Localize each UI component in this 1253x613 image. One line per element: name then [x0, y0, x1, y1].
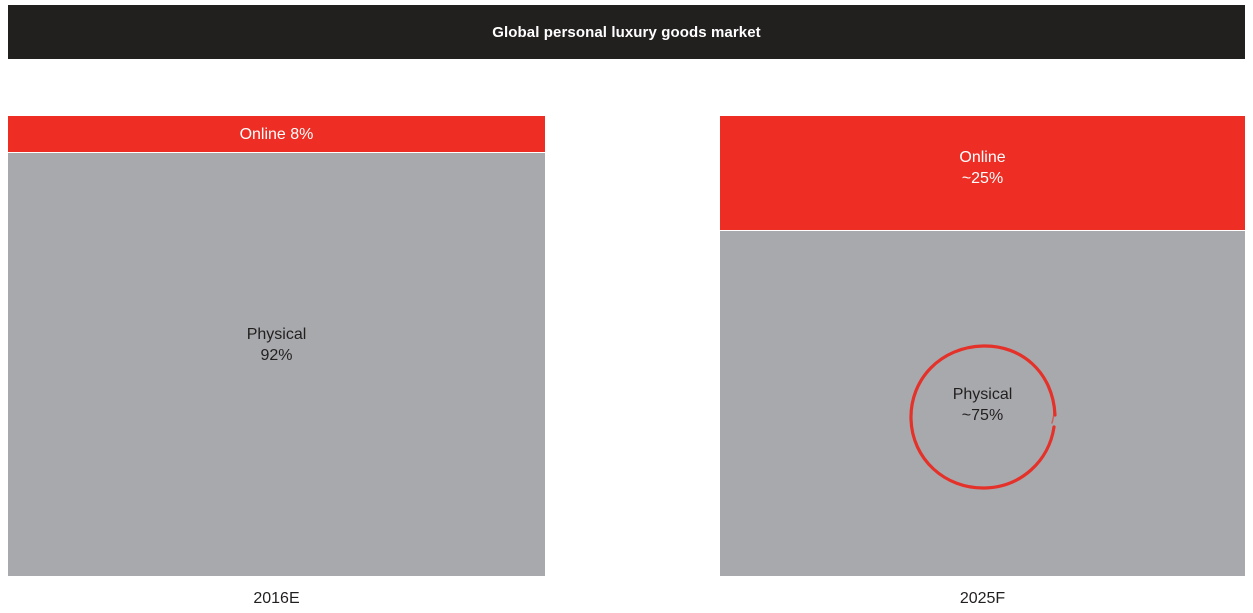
chart-title-bar: Global personal luxury goods market	[8, 5, 1245, 59]
bar-2016e-online-segment: Online 8%	[8, 116, 545, 153]
bar-2025f-physical-segment: Physical ~75%	[720, 231, 1245, 576]
bar-2025f-physical-name: Physical	[952, 385, 1013, 403]
bar-2025f-physical-value: ~75%	[961, 406, 1004, 424]
bar-2025f-online-name: Online	[959, 149, 1006, 166]
bar-2016e-online-label: Online 8%	[239, 125, 314, 143]
x-label-2025f: 2025F	[959, 590, 1006, 607]
bar-2025f-online-value: ~25%	[961, 170, 1004, 187]
bar-2025f: Online ~25% Physical ~75%	[720, 116, 1245, 576]
bar-2016e: Online 8% Physical 92%	[8, 116, 545, 576]
bar-2025f-online-segment: Online ~25%	[720, 116, 1245, 231]
bar-2016e-physical-segment: Physical 92%	[8, 153, 545, 576]
bar-2016e-physical-value: 92%	[260, 346, 293, 364]
chart-title: Global personal luxury goods market	[492, 23, 761, 41]
x-label-2016e: 2016E	[253, 590, 300, 607]
bar-2016e-physical-name: Physical	[246, 325, 307, 343]
